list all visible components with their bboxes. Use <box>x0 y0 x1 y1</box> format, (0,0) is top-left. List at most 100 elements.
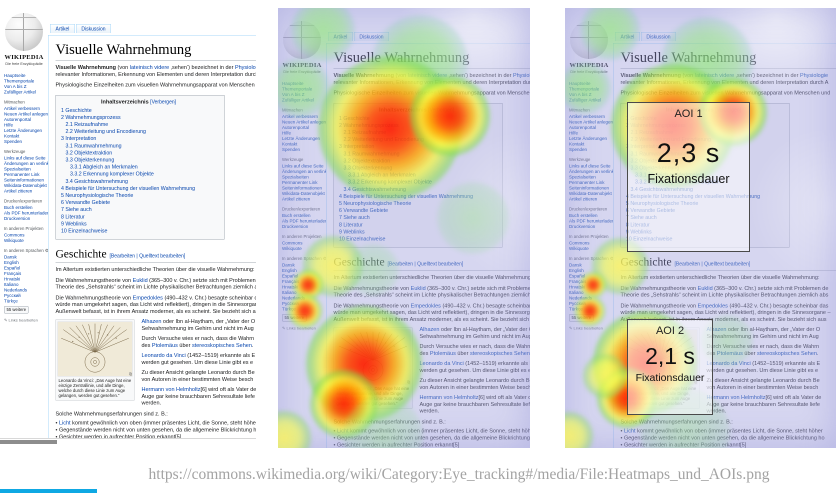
text-segment[interactable]: videre <box>154 64 170 71</box>
text-segment[interactable]: Hermann von Helmholtz <box>419 394 479 401</box>
sidebar-link[interactable]: Wikiquote <box>569 246 589 251</box>
sidebar-link[interactable]: Werkzeuge <box>569 157 591 162</box>
sidebar-link[interactable]: Änderungen an verlinkten Seiten <box>4 161 48 166</box>
sidebar-link[interactable]: Mitmachen <box>4 99 25 105</box>
text-segment[interactable]: lateinisch <box>129 64 153 71</box>
sidebar-link[interactable]: 55 weitere <box>569 314 594 322</box>
toc-item[interactable]: 9 Weblinks <box>339 228 365 235</box>
toc-item[interactable]: 2.1 Reizaufnahme <box>343 129 387 136</box>
page-tab[interactable]: Diskussion <box>75 24 112 33</box>
sidebar-link[interactable]: Artikel zitieren <box>569 196 598 202</box>
wikipedia-logo[interactable]: WIKIPEDIA Die freie Enzyklopädie <box>0 13 48 66</box>
text-segment[interactable]: lateinisch <box>694 72 718 79</box>
sidebar-link[interactable]: Letzte Änderungen <box>4 128 43 133</box>
text-segment[interactable]: Physiologie <box>799 72 829 79</box>
sidebar-link[interactable]: Español <box>4 265 21 271</box>
page-tab[interactable]: Diskussion <box>640 32 677 41</box>
sidebar-link[interactable]: Von A bis Z <box>4 84 27 89</box>
sidebar-link[interactable]: Druckversion <box>4 216 31 221</box>
toc-item[interactable]: 3.1 Raumwahrnehmung <box>65 142 122 149</box>
sidebar-link[interactable]: Hauptseite <box>4 73 26 78</box>
text-segment[interactable]: Ptolemäus <box>151 342 178 349</box>
toc-item[interactable]: 3.1 Raumwahrnehmung <box>343 150 400 157</box>
sidebar-link[interactable]: Spenden <box>569 147 588 152</box>
sidebar-link[interactable]: Werkzeuge <box>4 149 26 154</box>
sidebar-link[interactable]: In anderen Sprachen ⚙ <box>569 256 613 261</box>
sidebar-link[interactable]: Seiteninformationen <box>4 177 45 183</box>
wikipedia-logo[interactable]: WIKIPEDIA Die freie Enzyklopädie <box>278 21 326 74</box>
text-segment[interactable]: Empedokles <box>697 302 728 309</box>
section-edit-link[interactable]: [Bearbeiten | Quelltext bearbeiten] <box>387 261 464 268</box>
sidebar-link[interactable]: Artikel verbessern <box>4 106 41 111</box>
sidebar-link[interactable]: In anderen Sprachen ⚙ <box>282 256 326 261</box>
sidebar-link[interactable]: Spezialseiten <box>4 166 31 172</box>
sidebar-link[interactable]: 55 weitere <box>4 306 29 314</box>
sidebar-link[interactable]: In anderen Projekten <box>4 226 44 231</box>
toc-item[interactable]: 3.2 Objektextraktion <box>343 157 391 164</box>
sidebar-link[interactable]: Hilfe <box>4 122 14 128</box>
toc-item[interactable]: 8 Literatur <box>61 213 85 220</box>
text-segment[interactable]: videre <box>432 72 448 79</box>
sidebar-link[interactable]: Drucken/exportieren <box>282 206 321 212</box>
sidebar-link[interactable]: Türkçe <box>4 298 18 304</box>
toc-item[interactable]: 2 Wahrnehmungsprozess <box>61 114 121 121</box>
toc-item[interactable]: 3.3.1 Abgleich an Merkmalen <box>70 164 138 171</box>
toc-item[interactable]: 3.3.2 Erkennung komplexer Objekte <box>348 179 432 186</box>
video-progress-bar[interactable] <box>0 489 97 493</box>
text-segment[interactable]: Empedokles <box>410 302 441 309</box>
text-segment[interactable]: Euklid <box>132 277 148 284</box>
sidebar-link[interactable]: Zufälliger Artikel <box>4 89 37 95</box>
sidebar-link[interactable]: Commons <box>4 232 25 238</box>
text-segment[interactable]: Alhazen <box>141 318 162 325</box>
sidebar-link[interactable]: Dansk <box>4 254 17 260</box>
toc-item[interactable]: 4 Beispiele für Untersuchung der visuell… <box>339 193 474 200</box>
sidebar-link[interactable]: Zufälliger Artikel <box>282 97 315 103</box>
article-image-thumb[interactable]: ⧉ Leonardo da Vinci: „Das Auge hat eine … <box>333 327 413 409</box>
text-segment[interactable]: Physiologie <box>512 72 530 79</box>
text-segment[interactable]: Ptolemäus <box>716 350 743 357</box>
toc-item[interactable]: 7 Siehe auch <box>61 206 92 213</box>
sidebar-link[interactable]: Buch erstellen <box>4 205 33 210</box>
sidebar-link[interactable]: Links bearbeiten <box>569 326 613 332</box>
toc-item[interactable]: 3.2 Objektextraktion <box>65 149 113 156</box>
toc-hide-link[interactable]: [Verbergen] <box>150 99 177 105</box>
text-segment[interactable]: Leonardo da Vinci <box>141 352 186 359</box>
sidebar-link[interactable]: Links bearbeiten <box>282 326 326 332</box>
sidebar-link[interactable]: Themenportale <box>4 78 35 84</box>
sidebar-link[interactable]: In anderen Projekten <box>569 234 609 239</box>
sidebar-link[interactable]: Kontakt <box>4 133 20 139</box>
toc-item[interactable]: 7 Siehe auch <box>339 214 370 221</box>
toc-item[interactable]: 10 Einzelnachweise <box>61 227 108 234</box>
toc-item[interactable]: 2.2 Weiterleitung und Encodierung <box>65 128 146 135</box>
toc-item[interactable]: 8 Literatur <box>339 221 363 228</box>
sidebar-link[interactable]: Русский <box>4 293 21 298</box>
sidebar-link[interactable]: Mitmachen <box>569 107 590 113</box>
toc-item[interactable]: 3.3 Objekterkennung <box>65 156 115 163</box>
page-tab[interactable]: Artikel <box>50 24 75 33</box>
page-tab[interactable]: Artikel <box>615 32 640 41</box>
toc-item[interactable]: 2.2 Weiterleitung und Encodierung <box>343 136 424 143</box>
text-segment[interactable]: Alhazen <box>419 326 440 333</box>
toc-item[interactable]: 2 Wahrnehmungsprozess <box>339 122 399 129</box>
sidebar-link[interactable]: Permanenter Link <box>4 172 40 177</box>
sidebar-link[interactable]: Mitmachen <box>282 107 303 113</box>
text-segment[interactable]: Ptolemäus <box>429 350 456 357</box>
sidebar-link[interactable]: Hrvatski <box>4 276 21 282</box>
sidebar-link[interactable]: Artikel zitieren <box>4 188 33 194</box>
text-segment[interactable]: lateinisch <box>407 72 431 79</box>
toc-item[interactable]: 10 Einzelnachweise <box>339 235 386 242</box>
sidebar-link[interactable]: Werkzeuge <box>282 157 304 162</box>
enlarge-icon[interactable]: ⧉ <box>407 380 410 385</box>
sidebar-link[interactable]: Zufälliger Artikel <box>569 97 602 103</box>
toc-item[interactable]: 3.4 Gesichtswahrnehmung <box>65 178 128 185</box>
sidebar-link[interactable]: Türkçe <box>569 306 583 312</box>
sidebar-link[interactable]: Als PDF herunterladen <box>4 210 48 216</box>
toc-item[interactable]: 3 Interpretation <box>339 143 375 150</box>
text-segment[interactable]: Leonardo da Vinci <box>419 360 464 367</box>
toc-item[interactable]: 6 Verwandte Gebiete <box>61 199 111 206</box>
text-segment[interactable]: videre <box>719 72 735 79</box>
sidebar-link[interactable]: Autorenportal <box>4 117 32 122</box>
sidebar-link[interactable]: Drucken/exportieren <box>4 198 43 204</box>
toc-item[interactable]: 3 Interpretation <box>61 135 97 142</box>
text-segment[interactable]: Leonardo da Vinci <box>706 360 751 367</box>
